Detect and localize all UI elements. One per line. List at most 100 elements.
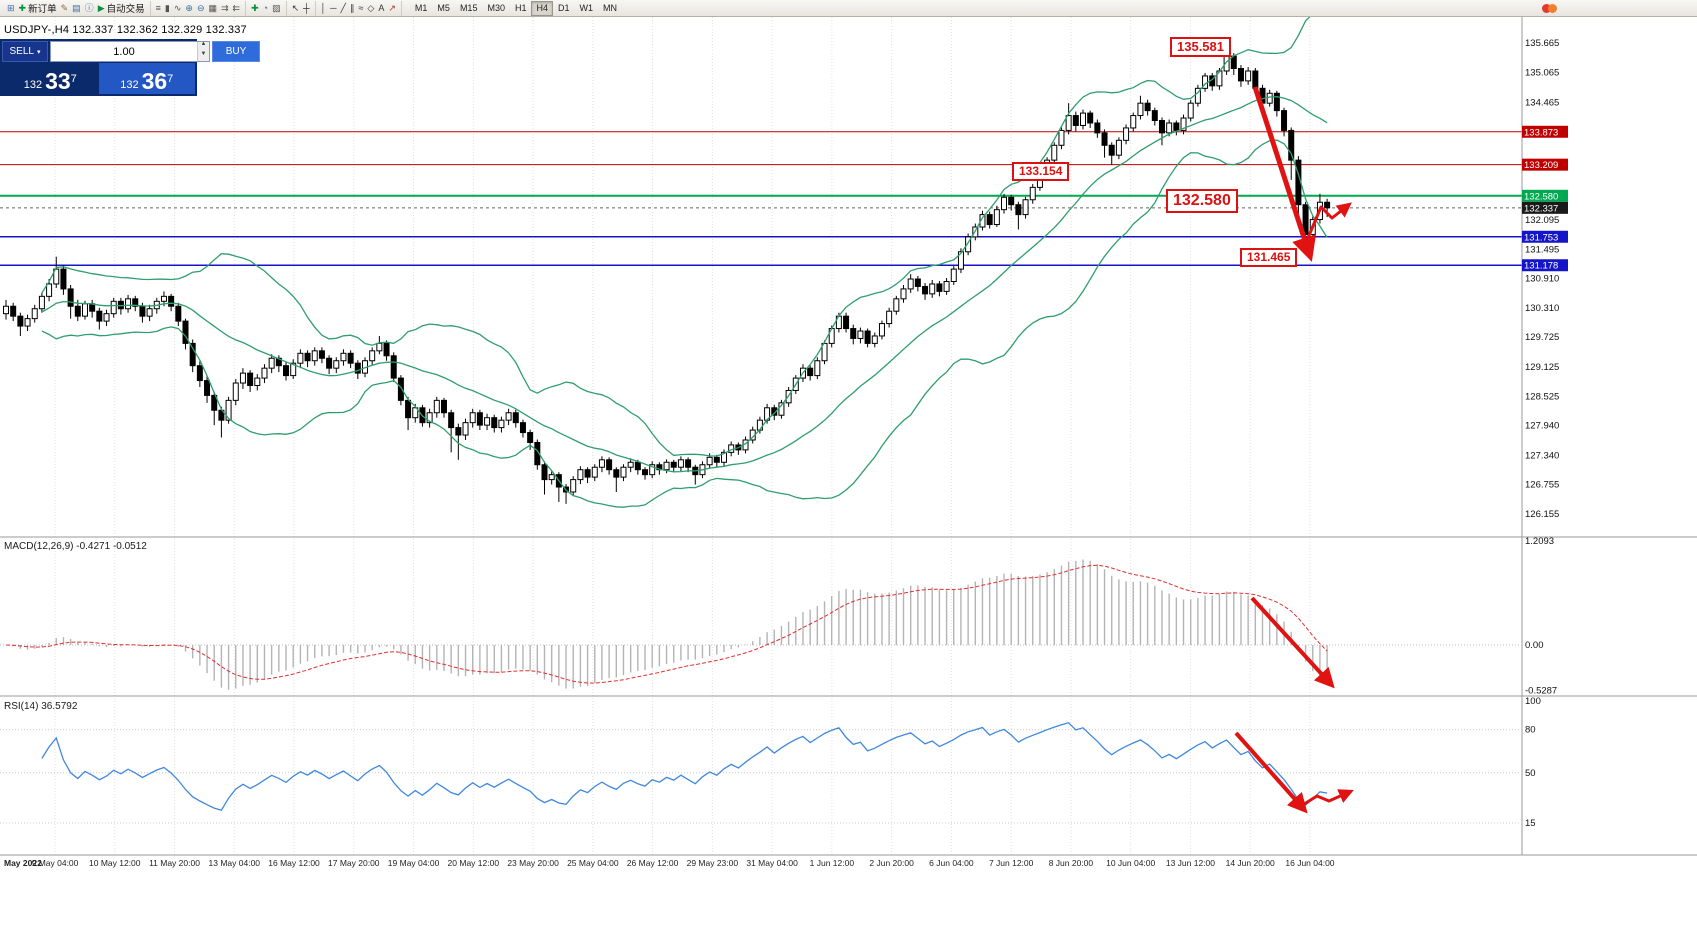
- arrow-objects-button[interactable]: ↗: [386, 1, 398, 15]
- vertical-line-button[interactable]: │: [319, 1, 329, 15]
- candlestick-chart-button[interactable]: ▮: [163, 1, 172, 15]
- templates-icon: ▨: [272, 2, 281, 13]
- indicators-button[interactable]: ✚: [249, 1, 261, 15]
- toolbar: ⊞ ✚ 新订单 ✎ ▤ ⓘ ▶ 自动交易 ≡ ▮ ∿ ⊕ ⊖ ▦ ⇉ ⇇ ✚ ◔ ▨ ↖ ┼ │ ─ ╱ ∥ ≈ ◇ A ↗ M1 M5 M…: [0, 0, 1697, 17]
- svg-text:100: 100: [1525, 696, 1541, 707]
- svg-text:132.095: 132.095: [1525, 215, 1559, 226]
- new-chart-icon: ⊞: [7, 2, 15, 13]
- timeframe-d1-button[interactable]: D1: [558, 2, 570, 13]
- templates-button[interactable]: ▨: [270, 1, 283, 15]
- auto-scroll-icon: ⇉: [221, 2, 229, 13]
- autotrading-icon: ▶: [97, 2, 105, 13]
- new-chart-button[interactable]: ⊞: [5, 1, 17, 15]
- chart-ohlc-title: USDJPY-,H4 132.337 132.362 132.329 132.3…: [4, 24, 247, 36]
- svg-text:May 2022: May 2022: [4, 858, 42, 868]
- cursor-button[interactable]: ↖: [290, 1, 302, 15]
- panel-borders: [0, 17, 1697, 856]
- svg-text:14 Jun 20:00: 14 Jun 20:00: [1226, 858, 1275, 868]
- chart-shift-icon: ⇇: [232, 2, 241, 13]
- periods-button[interactable]: ◔: [261, 1, 270, 15]
- zoom-in-button[interactable]: ⊕: [183, 1, 195, 15]
- timeframe-h4-button[interactable]: H4: [531, 0, 553, 16]
- fibonacci-button[interactable]: ≈: [356, 1, 365, 15]
- price-annotation-133-154[interactable]: 133.154: [1012, 162, 1070, 181]
- auto-scroll-button[interactable]: ⇉: [219, 1, 231, 15]
- channel-icon: ∥: [349, 2, 355, 13]
- volume-spinner: ▲ ▼: [197, 41, 209, 61]
- svg-text:29 May 23:00: 29 May 23:00: [687, 858, 739, 868]
- timeframe-bar: M1 M5 M15 M30 H1 H4 D1 W1 MN: [410, 0, 622, 16]
- timeframe-m30-button[interactable]: M30: [487, 2, 505, 13]
- svg-text:15: 15: [1525, 818, 1536, 829]
- timeframe-m15-button[interactable]: M15: [459, 2, 478, 13]
- data-window-button[interactable]: ⓘ: [83, 1, 96, 15]
- svg-text:1.2093: 1.2093: [1525, 536, 1554, 547]
- crosshair-button[interactable]: ┼: [301, 1, 311, 15]
- shapes-button[interactable]: ◇: [365, 1, 376, 15]
- data-window-icon: ⓘ: [84, 2, 94, 13]
- tile-windows-button[interactable]: ▦: [206, 1, 219, 15]
- sell-button-label: SELL: [9, 46, 34, 57]
- timeframe-mn-button[interactable]: MN: [603, 2, 618, 13]
- text-icon: A: [378, 2, 385, 13]
- sell-button[interactable]: SELL ▾: [2, 41, 48, 62]
- trendline-button[interactable]: ╱: [339, 1, 348, 15]
- svg-text:130.910: 130.910: [1525, 274, 1559, 285]
- svg-text:1 Jun 12:00: 1 Jun 12:00: [810, 858, 855, 868]
- price-annotation-132-580[interactable]: 132.580: [1166, 189, 1238, 213]
- svg-text:10 Jun 04:00: 10 Jun 04:00: [1106, 858, 1155, 868]
- volume-down-icon[interactable]: ▼: [198, 51, 209, 61]
- horizontal-line-button[interactable]: ─: [328, 1, 338, 15]
- zoom-out-button[interactable]: ⊖: [195, 1, 207, 15]
- timeframe-m5-button[interactable]: M5: [437, 2, 450, 13]
- arrow-objects-icon: ↗: [388, 2, 396, 13]
- metaeditor-button[interactable]: ✎: [59, 1, 71, 15]
- timeframe-h1-button[interactable]: H1: [514, 2, 527, 13]
- svg-text:9 May 04:00: 9 May 04:00: [32, 858, 79, 868]
- new-order-button[interactable]: ✚ 新订单: [17, 1, 59, 15]
- line-chart-button[interactable]: ∿: [172, 1, 184, 15]
- buy-price-prefix: 132: [120, 79, 139, 91]
- horizontal-line-icon: ─: [330, 2, 337, 13]
- buy-button[interactable]: BUY: [212, 41, 260, 62]
- zoom-out-icon: ⊖: [196, 2, 205, 13]
- alert-icon[interactable]: [1542, 3, 1551, 13]
- timeframe-m1-button[interactable]: M1: [414, 2, 428, 13]
- svg-text:7 Jun 12:00: 7 Jun 12:00: [989, 858, 1034, 868]
- svg-text:20 May 12:00: 20 May 12:00: [448, 858, 500, 868]
- svg-text:129.725: 129.725: [1525, 332, 1559, 343]
- svg-text:132.337: 132.337: [1524, 203, 1558, 214]
- rsi-layer: [0, 722, 1522, 824]
- price-annotation-131-465[interactable]: 131.465: [1240, 248, 1298, 267]
- svg-text:126.155: 126.155: [1525, 509, 1559, 520]
- svg-text:131.753: 131.753: [1524, 232, 1558, 243]
- svg-text:6 Jun 04:00: 6 Jun 04:00: [929, 858, 974, 868]
- svg-text:80: 80: [1525, 725, 1536, 736]
- volume-input[interactable]: [51, 42, 197, 61]
- svg-text:127.340: 127.340: [1525, 450, 1559, 461]
- price-axis: 135.665 135.065 134.465 132.095 131.495 130.9…: [1522, 38, 1568, 829]
- price-annotation-135-581[interactable]: 135.581: [1170, 37, 1231, 58]
- chevron-down-icon: ▾: [36, 48, 41, 56]
- volume-up-icon[interactable]: ▲: [198, 41, 209, 52]
- line-chart-icon: ∿: [173, 2, 182, 13]
- crosshair-icon: ┼: [303, 2, 310, 13]
- buy-price-button[interactable]: 132 36 7: [98, 63, 195, 94]
- autotrading-button-label: 自动交易: [106, 4, 145, 15]
- tile-windows-icon: ▦: [208, 2, 217, 13]
- sell-price-button[interactable]: 132 33 7: [2, 63, 99, 94]
- channel-button[interactable]: ∥: [348, 1, 357, 15]
- autotrading-button[interactable]: ▶ 自动交易: [96, 1, 147, 15]
- svg-text:26 May 12:00: 26 May 12:00: [627, 858, 679, 868]
- chart-shift-button[interactable]: ⇇: [231, 1, 243, 15]
- profiles-button[interactable]: ▤: [70, 1, 83, 15]
- timeframe-w1-button[interactable]: W1: [579, 2, 594, 13]
- chart-canvas[interactable]: 135.665 135.065 134.465 132.095 131.495 130.9…: [0, 17, 1697, 945]
- one-click-trading-panel: SELL ▾ ▲ ▼ BUY 132 33 7 132 36: [0, 39, 260, 96]
- indicators-icon: ✚: [251, 2, 259, 13]
- zoom-in-icon: ⊕: [185, 2, 193, 13]
- news-icon[interactable]: [1548, 3, 1557, 13]
- text-button[interactable]: A: [376, 1, 386, 15]
- bar-chart-button[interactable]: ≡: [154, 1, 163, 15]
